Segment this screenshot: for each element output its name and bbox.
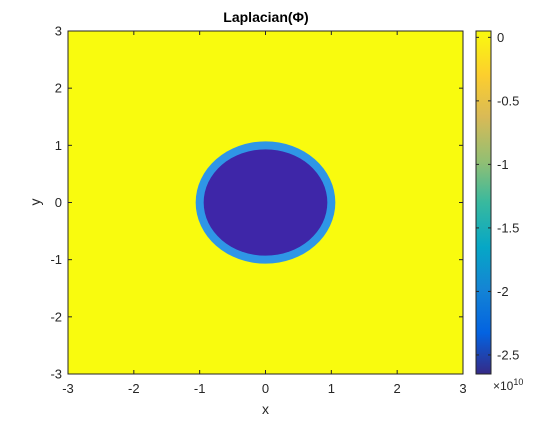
colorbar-multiplier-exponent: 10 <box>513 377 523 387</box>
y-tick-label: -1 <box>50 252 62 267</box>
colorbar-tick-label: -2 <box>497 284 509 299</box>
colorbar-tick-label: -1.5 <box>497 220 519 235</box>
colorbar-tick-label: -0.5 <box>497 93 519 108</box>
colorbar-multiplier-base: ×10 <box>493 379 514 393</box>
x-tick-label: -3 <box>62 381 74 396</box>
plot-area <box>67 30 464 375</box>
y-axis-ticks: -3 -2 -1 0 1 2 3 <box>50 24 463 382</box>
y-tick-label: 0 <box>55 195 62 210</box>
x-tick-label: 3 <box>459 381 466 396</box>
x-tick-label: 1 <box>328 381 335 396</box>
y-tick-label: 2 <box>55 81 62 96</box>
y-tick-label: 1 <box>55 138 62 153</box>
x-tick-label: 0 <box>262 381 269 396</box>
x-tick-label: 2 <box>394 381 401 396</box>
y-tick-label: -2 <box>50 309 62 324</box>
colorbar: 0 -0.5 -1 -1.5 -2 -2.5 ×1010 <box>475 30 523 393</box>
x-axis-ticks: -3 -2 -1 0 1 2 3 <box>62 31 467 396</box>
colorbar-multiplier: ×1010 <box>493 377 523 393</box>
field-disk <box>203 149 328 256</box>
y-tick-label: 3 <box>55 24 62 39</box>
colorbar-ticks: 0 -0.5 -1 -1.5 -2 -2.5 <box>476 30 519 362</box>
colorbar-tick-label: -2.5 <box>497 347 519 362</box>
x-tick-label: -1 <box>194 381 206 396</box>
y-axis-label: y <box>27 199 43 206</box>
colorbar-gradient <box>475 30 492 375</box>
colorbar-tick-label: 0 <box>497 30 504 45</box>
x-axis-label: x <box>262 401 269 417</box>
y-tick-label: -3 <box>50 367 62 382</box>
colorbar-tick-label: -1 <box>497 157 509 172</box>
chart-title: Laplacian(Φ) <box>223 9 308 25</box>
x-tick-label: -2 <box>128 381 140 396</box>
